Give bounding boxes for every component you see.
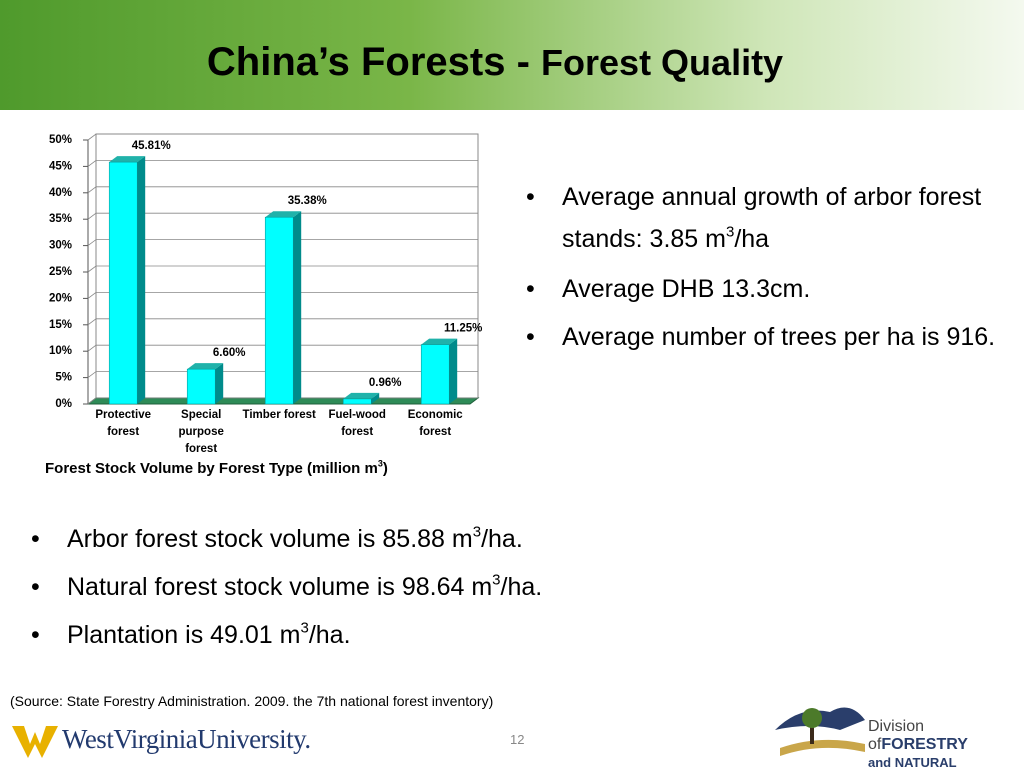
bar-side	[371, 392, 380, 404]
y-tick-label: 30%	[49, 240, 72, 252]
data-label: 0.96%	[369, 377, 402, 389]
dfr-logo-text: Division ofFORESTRY and NATURAL RESOURCES	[868, 718, 1024, 768]
logo-text: Division of	[868, 718, 925, 753]
grid-line	[87, 344, 478, 352]
bullet: Average DHB 13.3cm.	[526, 268, 1012, 310]
title-main: China’s Forests -	[206, 40, 542, 84]
dfr-logo-mark	[775, 707, 865, 756]
bar-top	[187, 363, 224, 370]
source-note: (Source: State Forestry Administration. …	[10, 693, 494, 709]
data-label: 45.81%	[132, 140, 171, 152]
bullet: Average number of trees per ha is 916.	[526, 316, 1012, 358]
bar	[108, 161, 138, 405]
grid-line	[87, 212, 478, 220]
logo-text: FORESTRY	[881, 736, 968, 753]
bar-top	[109, 156, 146, 163]
bar	[342, 398, 372, 405]
chart-caption: Forest Stock Volume by Forest Type (mill…	[45, 458, 388, 477]
bullet-text: Plantation is 49.01 m	[67, 621, 301, 649]
bullet: Average annual growth of arbor forest st…	[526, 176, 1012, 260]
y-tick-label: 0%	[55, 398, 72, 410]
grid-line	[87, 160, 478, 167]
bar-top	[343, 392, 380, 399]
bullet: Natural forest stock volume is 98.64 m3/…	[31, 566, 967, 608]
x-tick-label: Fuel-wood forest	[328, 409, 386, 438]
y-tick-label: 35%	[49, 213, 72, 225]
bullet-text: Arbor forest stock volume is 85.88 m	[67, 525, 473, 553]
wvu-logo-mark	[12, 726, 58, 758]
bullet-text: /ha.	[481, 525, 523, 553]
bar	[264, 216, 294, 405]
bullet-text: /ha.	[308, 621, 351, 649]
x-tick-label: Special purpose forest	[178, 409, 224, 455]
bullet-text: Average DHB 13.3cm.	[562, 275, 811, 303]
wvu-logo-text: WestVirginiaUniversity.	[62, 724, 311, 754]
grid-line	[87, 318, 478, 326]
y-tick-label: 50%	[49, 134, 72, 146]
header-band	[0, 0, 1024, 110]
caption-text: )	[382, 460, 388, 477]
y-tick-label: 45%	[49, 160, 72, 172]
page-number: 12	[510, 732, 525, 747]
bar	[420, 344, 450, 405]
caption-text: Forest Stock Volume by Forest Type (mill…	[45, 460, 378, 477]
slide-title: China’s Forests - Forest Quality	[0, 40, 990, 85]
data-label: 35.38%	[288, 195, 327, 207]
bar-side	[449, 338, 458, 404]
superscript: 3	[300, 619, 309, 637]
superscript: 3	[472, 523, 482, 541]
bullet: Arbor forest stock volume is 85.88 m3/ha…	[31, 518, 967, 560]
data-label: 6.60%	[213, 347, 246, 359]
bar-side	[137, 156, 146, 404]
superscript: 3	[377, 458, 383, 469]
bar-side	[215, 363, 224, 404]
grid-line	[87, 291, 478, 299]
superscript: 3	[725, 223, 735, 241]
bullet-text: Average number of trees per ha is 916.	[562, 323, 996, 351]
chart: 0% 5% 10% 15% 20% 25% 30% 35% 40% 45% 50% 45.81% 6.6…	[49, 133, 482, 410]
y-tick-label: 25%	[49, 266, 72, 278]
bullet-text: Natural forest stock volume is 98.64 m	[67, 573, 493, 601]
data-label: 11.25%	[444, 323, 482, 335]
y-tick-label: 40%	[49, 187, 72, 199]
y-tick-label: 20%	[49, 292, 72, 304]
y-tick-label: 5%	[55, 372, 72, 384]
logo-text: and NATURAL RESOURCES	[868, 755, 957, 768]
bullet-text: Average annual growth of arbor forest st…	[562, 183, 982, 253]
x-tick-label: Economic forest	[407, 409, 463, 438]
grid-line	[87, 265, 478, 273]
superscript: 3	[492, 571, 501, 589]
title-sub: Forest Quality	[541, 42, 784, 83]
bullet-text: /ha	[734, 225, 770, 253]
x-tick-label: Timber forest	[242, 409, 316, 421]
bar	[186, 368, 216, 405]
bar-top	[265, 211, 302, 218]
y-tick-label: 10%	[49, 345, 72, 357]
grid-line	[87, 239, 478, 246]
bullet-text: /ha.	[500, 573, 543, 601]
grid-line	[87, 371, 478, 378]
y-tick-label: 15%	[49, 319, 72, 331]
grid-line	[87, 133, 478, 141]
grid-line	[87, 186, 478, 194]
bar-side	[293, 211, 302, 404]
bullet: Plantation is 49.01 m3/ha.	[31, 614, 967, 656]
bar-top	[421, 338, 458, 345]
x-tick-label: Protective forest	[95, 409, 151, 438]
